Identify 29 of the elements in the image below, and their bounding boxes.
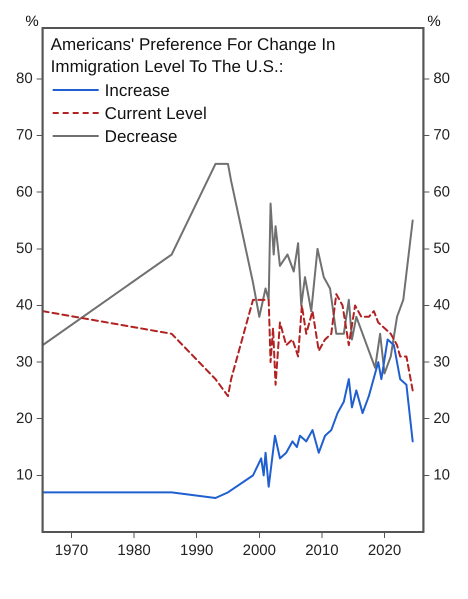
y-tick-label: 80 [16,70,33,88]
y-tick-label: 10 [16,466,33,484]
y-tick-label: 20 [16,410,33,427]
y-tick-label: 60 [16,183,33,200]
legend-label: Increase [104,81,170,100]
y-tick-label: 30 [16,353,33,370]
y-tick-label: 50 [16,240,33,257]
y2-tick-label: 30 [433,353,450,370]
line-series [42,293,414,398]
y2-tick-label: 60 [433,183,450,200]
x-tick-label: 2020 [368,542,402,560]
y-tick-label: 40 [16,296,33,314]
y2-tick-label: 80 [433,70,450,88]
x-tick-label: 1990 [180,542,214,560]
y-axis-title: % [25,13,39,30]
y2-tick-label: 20 [433,410,450,427]
y2-tick-label: 40 [433,296,450,314]
y2-tick-label: 50 [433,240,450,257]
y2-tick-label: 10 [433,466,450,484]
y2-tick-label: 70 [433,126,450,144]
x-tick-label: 2010 [305,542,339,560]
legend-label: Decrease [104,127,178,146]
x-tick-label: 2000 [242,542,276,560]
legend-label: Current Level [104,104,207,123]
text: Americans' Preference For Change In Immigration Level To The U.S.: [50,35,336,76]
y-tick-label: 70 [16,126,33,144]
y2-axis-title: % [427,13,441,30]
x-tick-label: 1970 [54,542,88,560]
x-tick-label: 1980 [117,542,151,560]
